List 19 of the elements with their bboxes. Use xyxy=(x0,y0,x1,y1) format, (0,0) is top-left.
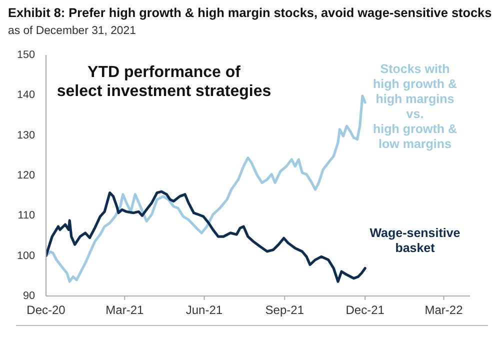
x-tick-label: Sep-21 xyxy=(265,303,304,317)
y-tick-label: 110 xyxy=(18,210,35,222)
x-tick-label: Mar-21 xyxy=(106,303,144,317)
y-tick-label: 130 xyxy=(16,129,35,142)
series-label: Stocks with high growth & high margins vs. high growth & low margins xyxy=(372,62,458,152)
series-label: Wage-sensitive basket xyxy=(368,226,462,256)
chart-title: Exhibit 8: Prefer high growth & high margin stocks, avoid wage-sensitive stocks xyxy=(8,6,492,20)
x-tick-label: Jun-21 xyxy=(186,303,223,317)
x-tick-label: Mar-22 xyxy=(424,303,464,317)
y-tick-label: 120 xyxy=(16,170,35,182)
y-tick-label: 90 xyxy=(22,290,35,302)
chart-subtitle: as of December 31, 2021 xyxy=(8,25,136,37)
y-tick-label: 150 xyxy=(16,49,35,61)
annotation: YTD performance of select investment strategies xyxy=(56,63,272,101)
line-series xyxy=(46,190,366,283)
y-tick-label: 100 xyxy=(16,250,35,262)
x-tick-label: Dec-20 xyxy=(26,303,66,317)
y-tick-label: 140 xyxy=(16,89,35,102)
x-tick-label: Dec-21 xyxy=(346,303,385,317)
